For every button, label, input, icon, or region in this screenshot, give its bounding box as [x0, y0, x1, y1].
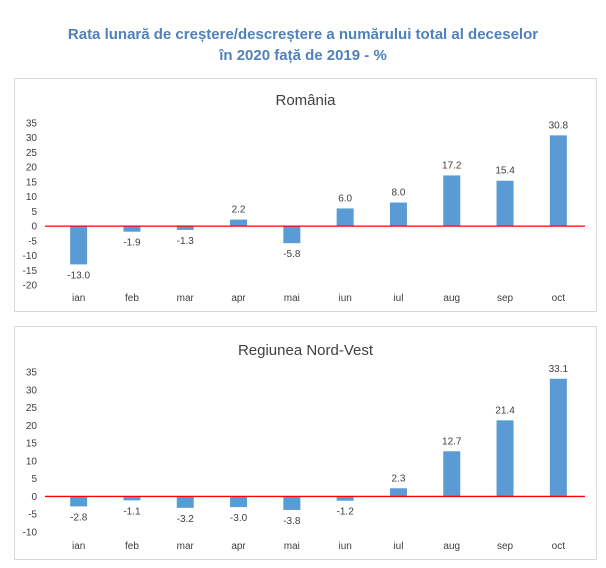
y-tick-label: -15	[23, 266, 38, 277]
bar-feb	[123, 226, 141, 232]
data-label: -5.8	[283, 249, 301, 260]
bar-apr	[230, 219, 248, 227]
chart-title: Regiunea Nord-Vest	[238, 342, 374, 359]
y-tick-label: 20	[26, 163, 38, 174]
x-tick-label: oct	[552, 293, 566, 304]
data-label: 2.3	[391, 473, 405, 484]
data-label: 15.4	[495, 166, 515, 177]
y-tick-label: -10	[23, 251, 38, 262]
y-tick-label: 0	[31, 492, 37, 503]
y-tick-label: -10	[23, 528, 38, 539]
x-tick-label: mar	[177, 293, 195, 304]
bar-mar	[176, 496, 194, 508]
bar-iul	[389, 488, 407, 497]
data-label: 8.0	[391, 188, 405, 199]
y-tick-label: 10	[26, 456, 38, 467]
y-tick-label: 30	[26, 385, 38, 396]
main-title-line-1: Rata lunară de creștere/descreștere a nu…	[67, 26, 539, 43]
x-tick-label: sep	[497, 293, 514, 304]
x-tick-label: feb	[125, 293, 139, 304]
x-tick-label: sep	[497, 541, 514, 552]
bar-aug	[443, 175, 461, 227]
data-label: 12.7	[442, 436, 462, 447]
y-tick-label: 25	[26, 148, 38, 159]
x-tick-label: mai	[284, 541, 300, 552]
bar-ian	[70, 496, 88, 507]
y-tick-label: 0	[31, 222, 37, 233]
y-tick-label: 35	[26, 119, 38, 130]
x-tick-label: iun	[338, 541, 351, 552]
bar-oct	[549, 135, 567, 227]
y-tick-label: 15	[26, 177, 38, 188]
data-label: -3.2	[177, 514, 195, 525]
main-title-line-2: în 2020 față de 2019 - %	[219, 47, 387, 64]
y-tick-label: 35	[26, 368, 38, 379]
bar-aug	[443, 451, 461, 497]
x-tick-label: ian	[72, 541, 85, 552]
x-tick-label: mai	[284, 293, 300, 304]
x-tick-label: apr	[231, 293, 246, 304]
y-tick-label: 10	[26, 192, 38, 203]
y-tick-label: -5	[28, 236, 37, 247]
bar-sep	[496, 420, 514, 497]
data-label: -1.9	[123, 238, 141, 249]
bar-iul	[389, 202, 407, 227]
bar-ian	[70, 226, 88, 265]
x-tick-label: mar	[177, 541, 195, 552]
chart-nord-vest: Regiunea Nord-Vest 35 30 25 20 15 10 5 0 -5 -10 -2.…	[14, 326, 597, 560]
bar-apr	[230, 496, 248, 508]
x-tick-label: oct	[552, 541, 566, 552]
data-label: -1.1	[123, 506, 141, 517]
main-title: Rata lunară de creștere/descreștere a nu…	[0, 24, 606, 66]
data-label: -3.0	[230, 513, 248, 524]
data-label: 6.0	[338, 193, 352, 204]
data-label: 21.4	[495, 405, 515, 416]
data-label: -2.8	[70, 512, 88, 523]
bar-sep	[496, 180, 514, 227]
chart-romania-svg: România 35 30 25 20 15 10 5 0 -5 -10 -15 -20 -13.0 ian…	[23, 92, 585, 304]
x-tick-label: aug	[443, 293, 460, 304]
bar-oct	[549, 378, 567, 497]
data-label: -1.3	[177, 236, 195, 247]
bar-feb	[123, 496, 141, 501]
data-label: 2.2	[232, 205, 246, 216]
data-label: 30.8	[549, 120, 569, 131]
y-tick-label: 30	[26, 133, 38, 144]
bar-mai	[283, 226, 301, 244]
data-label: -3.8	[283, 516, 301, 527]
y-tick-label: 5	[31, 207, 37, 218]
bar-iun	[336, 208, 354, 227]
y-tick-label: 20	[26, 421, 38, 432]
data-label: 33.1	[549, 364, 569, 375]
y-tick-label: 25	[26, 403, 38, 414]
data-label: -1.2	[337, 507, 355, 518]
chart-nord-vest-svg: Regiunea Nord-Vest 35 30 25 20 15 10 5 0 -5 -10 -2.…	[23, 342, 585, 552]
x-tick-label: ian	[72, 293, 85, 304]
x-tick-label: feb	[125, 541, 139, 552]
data-label: -13.0	[67, 270, 90, 281]
bar-iun	[336, 496, 354, 501]
data-label: 17.2	[442, 160, 462, 171]
bar-mai	[283, 496, 301, 510]
x-tick-label: iun	[338, 293, 351, 304]
y-tick-label: 5	[31, 474, 37, 485]
x-tick-label: aug	[443, 541, 460, 552]
chart-romania: România 35 30 25 20 15 10 5 0 -5 -10 -15 -20 -13.0 ian…	[14, 78, 597, 312]
x-tick-label: iul	[393, 541, 403, 552]
y-tick-label: -20	[23, 281, 38, 292]
y-tick-label: -5	[28, 510, 37, 521]
chart-title: România	[275, 92, 336, 109]
x-tick-label: apr	[231, 541, 246, 552]
bar-mar	[176, 226, 194, 230]
x-tick-label: iul	[393, 293, 403, 304]
y-tick-label: 15	[26, 439, 38, 450]
